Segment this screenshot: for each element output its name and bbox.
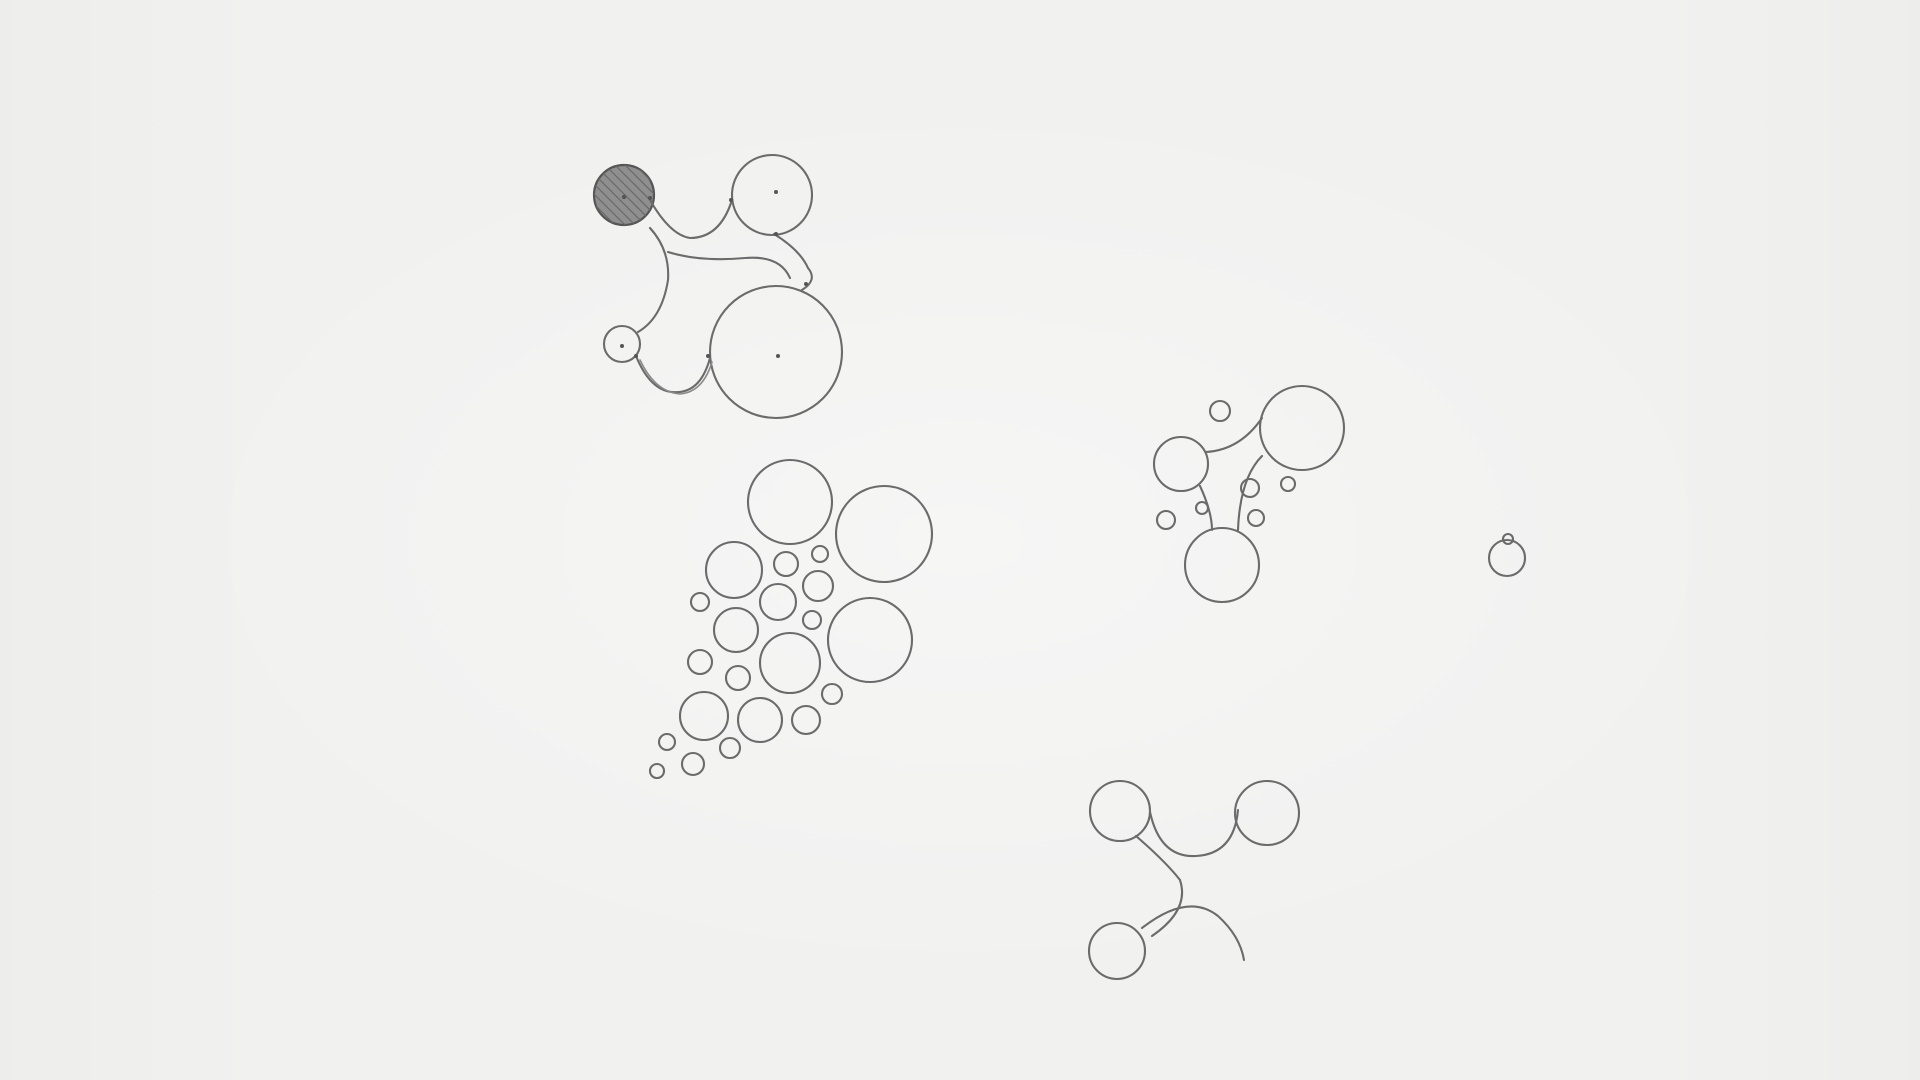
bubble	[736, 696, 784, 744]
circle	[1246, 508, 1266, 528]
connector-bottom-retrace	[639, 359, 713, 395]
joint-dot	[729, 198, 733, 202]
connector	[1148, 808, 1240, 858]
connector-left	[636, 226, 670, 334]
far-right-lone-circle	[1487, 532, 1527, 578]
circle-small-left	[602, 324, 642, 364]
circle	[1279, 475, 1297, 493]
connector	[1198, 484, 1214, 532]
circle	[1087, 921, 1147, 981]
bubble	[772, 550, 800, 578]
joint-dot	[648, 196, 652, 200]
bubble	[657, 732, 677, 752]
circle	[1239, 477, 1261, 499]
circle	[1152, 435, 1210, 493]
bubble	[826, 596, 914, 684]
bubble	[680, 751, 706, 777]
circle	[1501, 532, 1515, 546]
center-dot	[620, 344, 624, 348]
bubble	[810, 544, 830, 564]
joint-dot	[706, 354, 710, 358]
joint-dot	[774, 232, 778, 236]
connector	[1134, 834, 1184, 938]
center-bubble-field	[648, 458, 934, 780]
connector-top	[648, 198, 734, 240]
circle	[1233, 779, 1301, 847]
circle	[1258, 384, 1346, 472]
bubble	[758, 631, 822, 695]
bubble	[790, 704, 822, 736]
bubble	[689, 591, 711, 613]
bubble	[712, 606, 760, 654]
connector	[1236, 454, 1264, 532]
bubble	[704, 540, 764, 600]
connector	[1140, 905, 1246, 962]
bubble	[648, 762, 666, 780]
circle	[1183, 526, 1261, 604]
circle-large	[708, 284, 844, 420]
bubble	[746, 458, 834, 546]
circle	[1088, 779, 1152, 843]
joint-dot	[634, 354, 638, 358]
circle-top-right	[730, 153, 814, 237]
joint-dot	[804, 282, 808, 286]
center-dot	[776, 354, 780, 358]
bubble	[801, 609, 823, 631]
bubble	[834, 484, 934, 584]
connector-bottom	[634, 354, 712, 394]
bubble	[686, 648, 714, 676]
bubble	[820, 682, 844, 706]
circle	[1487, 538, 1527, 578]
bubble	[678, 690, 730, 742]
center-dot	[621, 194, 627, 200]
bubble	[801, 569, 835, 603]
connector	[1204, 416, 1264, 454]
connector-middle	[666, 250, 792, 280]
shading-hatch	[594, 165, 654, 225]
upper-left-cluster	[592, 153, 844, 420]
lower-right-cluster	[1087, 779, 1301, 981]
bubble	[724, 664, 752, 692]
connector-right	[772, 232, 813, 292]
circle	[1208, 399, 1232, 423]
bubble	[718, 736, 742, 760]
bubble	[758, 582, 798, 622]
circle	[1155, 509, 1177, 531]
center-dot	[774, 190, 778, 194]
right-triangle-cluster	[1152, 384, 1346, 604]
